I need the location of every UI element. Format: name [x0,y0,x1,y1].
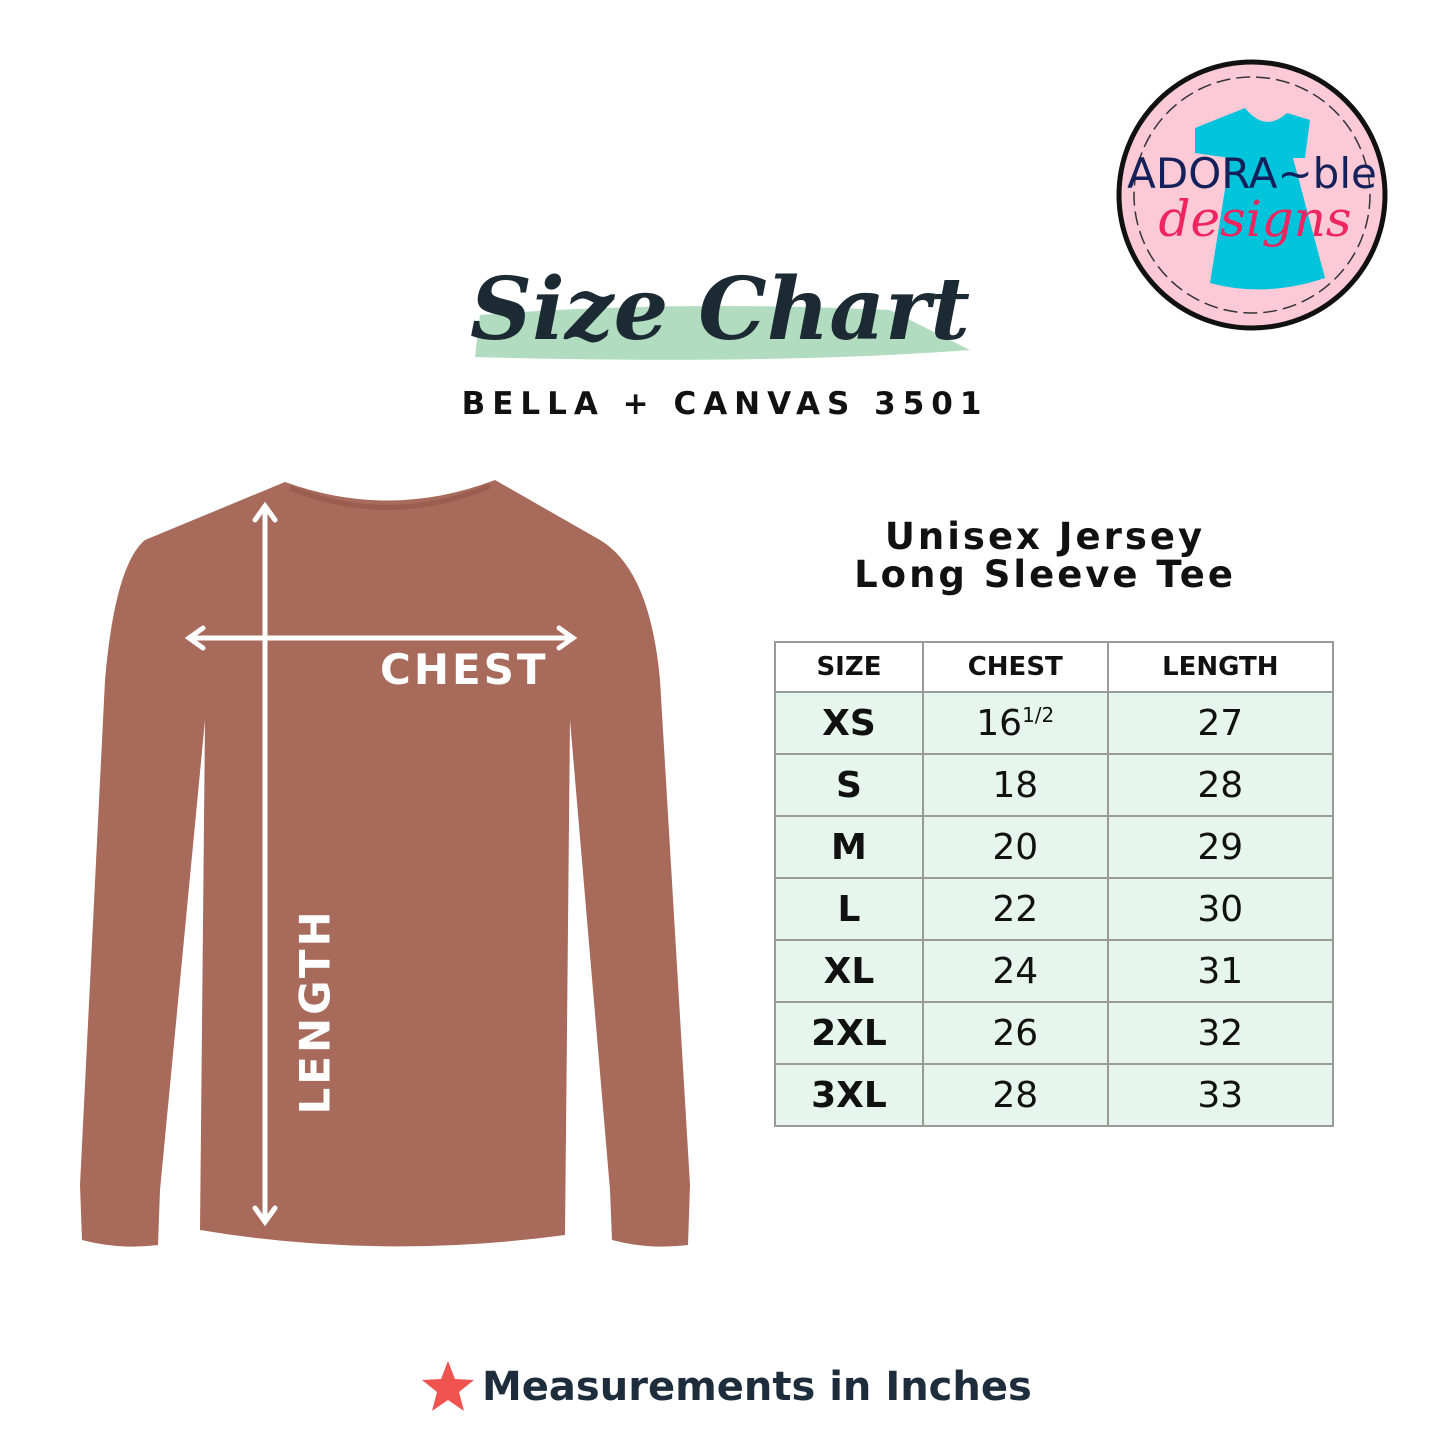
cell-length: 29 [1106,815,1335,879]
chest-value: 24 [992,950,1039,992]
chest-label: CHEST [380,645,549,694]
brand-model: BELLA + CANVAS 3501 [461,386,989,422]
chest-value: 20 [992,826,1039,868]
cell-length: 31 [1106,939,1335,1003]
footer-text: Measurements in Inches [482,1364,1032,1410]
cell-size: L [774,877,924,941]
size-table: SIZE CHEST LENGTH XS 161/2 27 S 18 28 M 20… [774,641,1335,1127]
cell-length: 32 [1106,1001,1335,1065]
product-title-line2: Long Sleeve Tee [854,553,1236,596]
header-chest: CHEST [921,641,1109,693]
cell-size: M [774,815,924,879]
table-row: S 18 28 [774,753,1335,817]
cell-length: 33 [1106,1063,1335,1127]
title-text: Size Chart [469,259,970,360]
cell-chest: 20 [921,815,1109,879]
table-row: M 20 29 [774,815,1335,879]
shirt-shape [80,480,690,1247]
chest-value: 28 [992,1074,1039,1116]
size-chart-title: Size Chart [440,250,1000,370]
cell-size: S [774,753,924,817]
cell-size: 3XL [774,1063,924,1127]
chest-value: 16 [976,702,1023,744]
table-row: 3XL 28 33 [774,1063,1335,1127]
brand-logo: ADORA~ble designs [1116,59,1388,331]
chest-value: 22 [992,888,1039,930]
cell-length: 28 [1106,753,1335,817]
cell-chest: 22 [921,877,1109,941]
chest-value: 26 [992,1012,1039,1054]
cell-size: XS [774,691,924,755]
chest-fraction: 1/2 [1022,702,1055,727]
footer-note: Measurements in Inches [420,1357,1032,1417]
cell-chest: 24 [921,939,1109,1003]
cell-size: 2XL [774,1001,924,1065]
cell-chest: 18 [921,753,1109,817]
table-header-row: SIZE CHEST LENGTH [774,641,1335,693]
length-label: LENGTH [290,908,340,1115]
brush-stroke [475,306,970,360]
header-size: SIZE [774,641,924,693]
svg-text:designs: designs [1158,190,1351,248]
table-row: L 22 30 [774,877,1335,941]
header-length: LENGTH [1106,641,1335,693]
cell-length: 27 [1106,691,1335,755]
table-row: XS 161/2 27 [774,691,1335,755]
table-row: XL 24 31 [774,939,1335,1003]
svg-text:ADORA~ble: ADORA~ble [1127,149,1377,198]
measure-arrows [184,501,578,1227]
shirt-diagram [80,480,690,1247]
star-icon [422,1361,474,1411]
cell-chest: 26 [921,1001,1109,1065]
chest-value: 18 [992,764,1039,806]
cell-length: 30 [1106,877,1335,941]
cell-size: XL [774,939,924,1003]
product-title-line1: Unisex Jersey [884,515,1206,558]
product-title: Unisex Jersey Long Sleeve Tee [800,518,1290,594]
cell-chest: 28 [921,1063,1109,1127]
table-row: 2XL 26 32 [774,1001,1335,1065]
cell-chest: 161/2 [921,691,1109,755]
